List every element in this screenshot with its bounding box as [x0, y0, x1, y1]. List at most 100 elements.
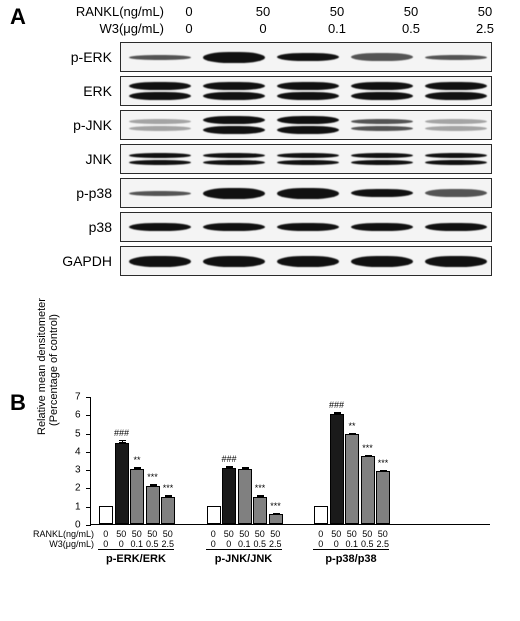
blot-image: [120, 110, 492, 140]
blot-image: [120, 246, 492, 276]
y-tick: [86, 434, 91, 435]
rankl-label: RANKL(ng/mL): [40, 4, 174, 19]
blot-lane: [273, 43, 343, 71]
blot-lane: [347, 179, 417, 207]
x-tick-label: 0.1: [129, 539, 145, 549]
blot-lane: [273, 213, 343, 241]
x-row: RANKL(ng/mL)050505050050505050050505050: [98, 529, 490, 539]
blot-lane: [273, 77, 343, 105]
bar: [314, 506, 328, 524]
y-tick-label: 6: [75, 410, 81, 421]
blot-lane: [421, 145, 491, 173]
rankl-value: 50: [470, 4, 500, 19]
error-bar: [229, 466, 230, 469]
y-tick: [86, 397, 91, 398]
blot-lane: [421, 111, 491, 139]
x-tick-label: 0: [98, 539, 114, 549]
significance-marker: ***: [270, 501, 281, 511]
error-bar: [276, 513, 277, 514]
error-bar: [383, 470, 384, 471]
error-bar: [337, 412, 338, 415]
plot-area: 01234567###********###******###********: [90, 397, 490, 525]
blot-lane: [125, 247, 195, 275]
blot-row: p-ERK: [40, 42, 500, 72]
blot-lane: [199, 43, 269, 71]
bar: [376, 471, 390, 524]
w3-value: 0: [174, 21, 204, 36]
x-tick-label: 0: [98, 529, 114, 539]
x-tick-label: 50: [114, 529, 130, 539]
group-underline: [206, 549, 282, 550]
blot-lane: [125, 77, 195, 105]
w3-label: W3(μg/mL): [40, 21, 174, 36]
y-tick: [86, 488, 91, 489]
bar: [345, 434, 359, 524]
x-tick-label: 50: [329, 529, 345, 539]
y-tick: [86, 525, 91, 526]
blot-lane: [199, 179, 269, 207]
y-tick: [86, 415, 91, 416]
x-tick-label: 0.5: [360, 539, 376, 549]
blot-lane: [273, 111, 343, 139]
blot-lane: [421, 213, 491, 241]
x-tick-label: 50: [375, 529, 391, 539]
condition-table: RANKL(ng/mL) 050505050 W3(μg/mL) 000.10.…: [40, 4, 500, 36]
x-tick-label: 50: [360, 529, 376, 539]
western-blots: p-ERKERKp-JNKJNKp-p38p38GAPDH: [40, 42, 500, 276]
blot-lane: [125, 145, 195, 173]
x-tick-label: 0: [206, 529, 222, 539]
x-tick-label: 0.5: [252, 539, 268, 549]
y-tick-label: 1: [75, 501, 81, 512]
blot-label: p-JNK: [40, 117, 120, 133]
blot-lane: [421, 247, 491, 275]
bar: [253, 497, 267, 524]
x-tick-label: 0: [313, 539, 329, 549]
blot-lane: [125, 111, 195, 139]
y-tick-label: 5: [75, 428, 81, 439]
x-tick-label: 0: [329, 539, 345, 549]
x-tick-label: 0: [313, 529, 329, 539]
significance-marker: ###: [329, 400, 344, 410]
x-tick-label: 50: [252, 529, 268, 539]
rankl-value: 50: [248, 4, 278, 19]
x-row: W3(μg/mL)000.10.52.5000.10.52.5000.10.52…: [98, 539, 490, 549]
blot-lane: [199, 145, 269, 173]
y-tick-label: 3: [75, 465, 81, 476]
blot-lane: [347, 213, 417, 241]
blot-label: JNK: [40, 151, 120, 167]
group-name: p-JNK/JNK: [215, 553, 272, 565]
blot-row: p38: [40, 212, 500, 242]
rankl-value: 50: [396, 4, 426, 19]
error-bar: [260, 495, 261, 497]
blot-image: [120, 76, 492, 106]
bar: [238, 469, 252, 524]
bar: [115, 443, 129, 524]
x-tick-label: 50: [160, 529, 176, 539]
error-bar: [153, 484, 154, 486]
significance-marker: ###: [221, 454, 236, 464]
panel-b: Relative mean densitometer (Percentage o…: [40, 395, 520, 615]
blot-image: [120, 212, 492, 242]
x-tick-label: 50: [221, 529, 237, 539]
significance-marker: **: [133, 455, 140, 465]
blot-label: p38: [40, 219, 120, 235]
blot-lane: [347, 111, 417, 139]
x-row-label: W3(μg/mL): [20, 539, 98, 549]
error-bar: [137, 467, 138, 469]
x-tick-label: 0.5: [145, 539, 161, 549]
blot-lane: [421, 77, 491, 105]
blot-row: ERK: [40, 76, 500, 106]
y-tick-label: 4: [75, 446, 81, 457]
error-bar: [245, 467, 246, 469]
blot-lane: [421, 43, 491, 71]
panel-a: RANKL(ng/mL) 050505050 W3(μg/mL) 000.10.…: [40, 4, 500, 280]
error-bar: [368, 455, 369, 457]
bar: [161, 497, 175, 524]
y-tick-label: 7: [75, 392, 81, 403]
y-axis-label: Relative mean densitometer (Percentage o…: [36, 305, 60, 435]
bar-chart: Relative mean densitometer (Percentage o…: [50, 395, 510, 595]
blot-lane: [347, 145, 417, 173]
blot-row: p-p38: [40, 178, 500, 208]
x-tick-label: 50: [268, 529, 284, 539]
x-tick-label: 2.5: [268, 539, 284, 549]
